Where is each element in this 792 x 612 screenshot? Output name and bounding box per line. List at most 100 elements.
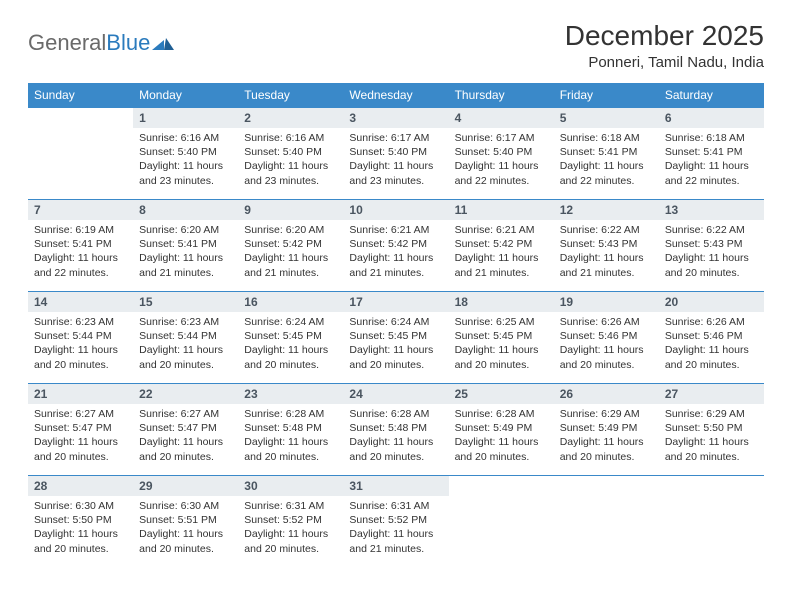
day-details: Sunrise: 6:30 AMSunset: 5:50 PMDaylight:…: [28, 496, 133, 562]
calendar-cell: 24Sunrise: 6:28 AMSunset: 5:48 PMDayligh…: [343, 384, 448, 476]
day-number: 28: [28, 476, 133, 496]
day-details: Sunrise: 6:26 AMSunset: 5:46 PMDaylight:…: [659, 312, 764, 378]
calendar-cell: 18Sunrise: 6:25 AMSunset: 5:45 PMDayligh…: [449, 292, 554, 384]
weekday-header: Saturday: [659, 83, 764, 108]
calendar-cell: 20Sunrise: 6:26 AMSunset: 5:46 PMDayligh…: [659, 292, 764, 384]
day-details: Sunrise: 6:29 AMSunset: 5:49 PMDaylight:…: [554, 404, 659, 470]
day-number: 27: [659, 384, 764, 404]
calendar-cell: 16Sunrise: 6:24 AMSunset: 5:45 PMDayligh…: [238, 292, 343, 384]
day-details: Sunrise: 6:17 AMSunset: 5:40 PMDaylight:…: [449, 128, 554, 194]
day-number: 4: [449, 108, 554, 128]
day-number: 29: [133, 476, 238, 496]
calendar-cell: 30Sunrise: 6:31 AMSunset: 5:52 PMDayligh…: [238, 476, 343, 568]
day-details: Sunrise: 6:21 AMSunset: 5:42 PMDaylight:…: [449, 220, 554, 286]
calendar-cell: 8Sunrise: 6:20 AMSunset: 5:41 PMDaylight…: [133, 200, 238, 292]
logo-mark-icon: [152, 30, 174, 56]
day-number: 16: [238, 292, 343, 312]
calendar-row: 21Sunrise: 6:27 AMSunset: 5:47 PMDayligh…: [28, 384, 764, 476]
weekday-header: Sunday: [28, 83, 133, 108]
day-details: Sunrise: 6:28 AMSunset: 5:48 PMDaylight:…: [238, 404, 343, 470]
day-details: Sunrise: 6:31 AMSunset: 5:52 PMDaylight:…: [343, 496, 448, 562]
calendar-cell: 7Sunrise: 6:19 AMSunset: 5:41 PMDaylight…: [28, 200, 133, 292]
day-details: Sunrise: 6:23 AMSunset: 5:44 PMDaylight:…: [133, 312, 238, 378]
day-number: 17: [343, 292, 448, 312]
day-number: 25: [449, 384, 554, 404]
calendar-cell: 9Sunrise: 6:20 AMSunset: 5:42 PMDaylight…: [238, 200, 343, 292]
day-details: Sunrise: 6:18 AMSunset: 5:41 PMDaylight:…: [659, 128, 764, 194]
day-number: 21: [28, 384, 133, 404]
calendar-cell: 23Sunrise: 6:28 AMSunset: 5:48 PMDayligh…: [238, 384, 343, 476]
calendar-cell: [659, 476, 764, 568]
day-number: 19: [554, 292, 659, 312]
calendar-row: 7Sunrise: 6:19 AMSunset: 5:41 PMDaylight…: [28, 200, 764, 292]
calendar-cell: [28, 108, 133, 200]
day-details: Sunrise: 6:20 AMSunset: 5:41 PMDaylight:…: [133, 220, 238, 286]
day-details: Sunrise: 6:28 AMSunset: 5:49 PMDaylight:…: [449, 404, 554, 470]
logo-text-1: General: [28, 30, 106, 56]
day-number: 30: [238, 476, 343, 496]
calendar-cell: 10Sunrise: 6:21 AMSunset: 5:42 PMDayligh…: [343, 200, 448, 292]
day-number: 5: [554, 108, 659, 128]
day-number: 13: [659, 200, 764, 220]
day-details: Sunrise: 6:27 AMSunset: 5:47 PMDaylight:…: [133, 404, 238, 470]
day-number: 22: [133, 384, 238, 404]
day-number: 7: [28, 200, 133, 220]
day-details: Sunrise: 6:16 AMSunset: 5:40 PMDaylight:…: [238, 128, 343, 194]
day-number: 26: [554, 384, 659, 404]
day-details: Sunrise: 6:29 AMSunset: 5:50 PMDaylight:…: [659, 404, 764, 470]
calendar-cell: 19Sunrise: 6:26 AMSunset: 5:46 PMDayligh…: [554, 292, 659, 384]
day-number: 8: [133, 200, 238, 220]
calendar-cell: 11Sunrise: 6:21 AMSunset: 5:42 PMDayligh…: [449, 200, 554, 292]
day-number: 12: [554, 200, 659, 220]
weekday-header-row: SundayMondayTuesdayWednesdayThursdayFrid…: [28, 83, 764, 108]
calendar-cell: 3Sunrise: 6:17 AMSunset: 5:40 PMDaylight…: [343, 108, 448, 200]
day-details: Sunrise: 6:19 AMSunset: 5:41 PMDaylight:…: [28, 220, 133, 286]
day-number: 24: [343, 384, 448, 404]
calendar-row: 14Sunrise: 6:23 AMSunset: 5:44 PMDayligh…: [28, 292, 764, 384]
calendar-cell: 14Sunrise: 6:23 AMSunset: 5:44 PMDayligh…: [28, 292, 133, 384]
day-details: Sunrise: 6:25 AMSunset: 5:45 PMDaylight:…: [449, 312, 554, 378]
calendar-table: SundayMondayTuesdayWednesdayThursdayFrid…: [28, 83, 764, 568]
calendar-cell: 26Sunrise: 6:29 AMSunset: 5:49 PMDayligh…: [554, 384, 659, 476]
calendar-cell: 2Sunrise: 6:16 AMSunset: 5:40 PMDaylight…: [238, 108, 343, 200]
day-number: 31: [343, 476, 448, 496]
calendar-cell: 28Sunrise: 6:30 AMSunset: 5:50 PMDayligh…: [28, 476, 133, 568]
day-details: Sunrise: 6:24 AMSunset: 5:45 PMDaylight:…: [343, 312, 448, 378]
calendar-cell: 27Sunrise: 6:29 AMSunset: 5:50 PMDayligh…: [659, 384, 764, 476]
calendar-cell: 5Sunrise: 6:18 AMSunset: 5:41 PMDaylight…: [554, 108, 659, 200]
day-number: 18: [449, 292, 554, 312]
day-number: 6: [659, 108, 764, 128]
day-details: Sunrise: 6:23 AMSunset: 5:44 PMDaylight:…: [28, 312, 133, 378]
day-number: 11: [449, 200, 554, 220]
day-details: Sunrise: 6:22 AMSunset: 5:43 PMDaylight:…: [659, 220, 764, 286]
day-details: Sunrise: 6:28 AMSunset: 5:48 PMDaylight:…: [343, 404, 448, 470]
day-number: 3: [343, 108, 448, 128]
title-block: December 2025 Ponneri, Tamil Nadu, India: [565, 20, 764, 71]
weekday-header: Monday: [133, 83, 238, 108]
day-number: 2: [238, 108, 343, 128]
weekday-header: Tuesday: [238, 83, 343, 108]
weekday-header: Friday: [554, 83, 659, 108]
day-details: Sunrise: 6:22 AMSunset: 5:43 PMDaylight:…: [554, 220, 659, 286]
day-details: Sunrise: 6:31 AMSunset: 5:52 PMDaylight:…: [238, 496, 343, 562]
calendar-cell: 6Sunrise: 6:18 AMSunset: 5:41 PMDaylight…: [659, 108, 764, 200]
calendar-cell: 13Sunrise: 6:22 AMSunset: 5:43 PMDayligh…: [659, 200, 764, 292]
logo: GeneralBlue: [28, 20, 174, 56]
day-details: Sunrise: 6:16 AMSunset: 5:40 PMDaylight:…: [133, 128, 238, 194]
weekday-header: Thursday: [449, 83, 554, 108]
calendar-cell: 4Sunrise: 6:17 AMSunset: 5:40 PMDaylight…: [449, 108, 554, 200]
calendar-cell: 22Sunrise: 6:27 AMSunset: 5:47 PMDayligh…: [133, 384, 238, 476]
calendar-cell: 17Sunrise: 6:24 AMSunset: 5:45 PMDayligh…: [343, 292, 448, 384]
day-details: Sunrise: 6:17 AMSunset: 5:40 PMDaylight:…: [343, 128, 448, 194]
day-details: Sunrise: 6:24 AMSunset: 5:45 PMDaylight:…: [238, 312, 343, 378]
weekday-header: Wednesday: [343, 83, 448, 108]
day-details: Sunrise: 6:18 AMSunset: 5:41 PMDaylight:…: [554, 128, 659, 194]
calendar-cell: [449, 476, 554, 568]
calendar-cell: 12Sunrise: 6:22 AMSunset: 5:43 PMDayligh…: [554, 200, 659, 292]
day-details: Sunrise: 6:30 AMSunset: 5:51 PMDaylight:…: [133, 496, 238, 562]
day-number: 23: [238, 384, 343, 404]
day-number: 9: [238, 200, 343, 220]
calendar-cell: 25Sunrise: 6:28 AMSunset: 5:49 PMDayligh…: [449, 384, 554, 476]
calendar-cell: 21Sunrise: 6:27 AMSunset: 5:47 PMDayligh…: [28, 384, 133, 476]
day-number: 15: [133, 292, 238, 312]
